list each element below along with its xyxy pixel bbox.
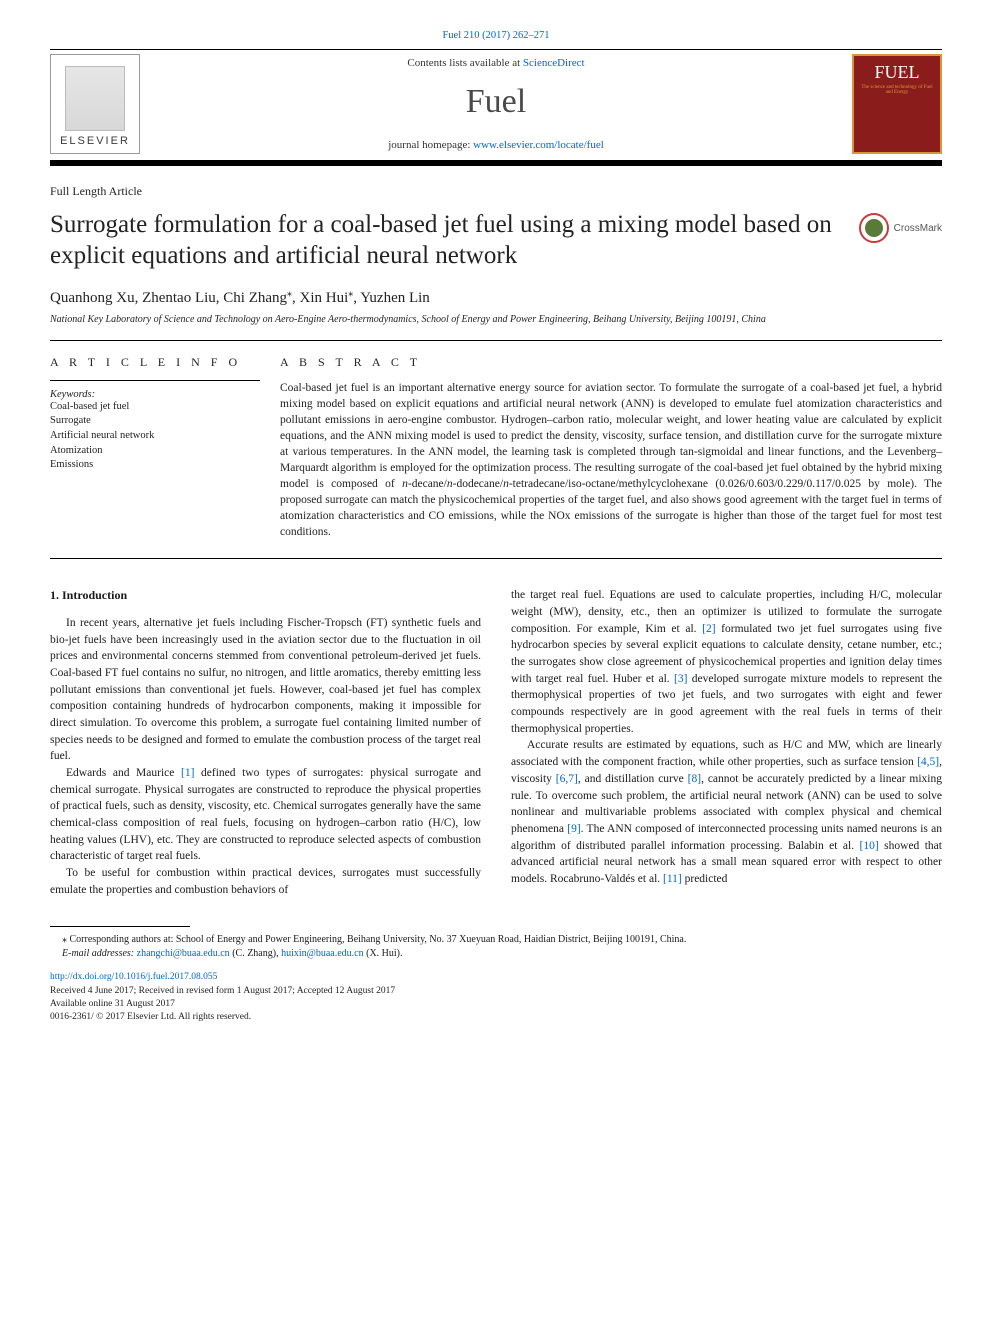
keyword: Atomization <box>50 444 260 459</box>
elsevier-label: ELSEVIER <box>60 135 130 147</box>
article-title: Surrogate formulation for a coal-based j… <box>50 209 841 272</box>
homepage-line: journal homepage: www.elsevier.com/locat… <box>152 139 840 151</box>
copyright-line: 0016-2361/ © 2017 Elsevier Ltd. All righ… <box>50 1012 251 1022</box>
ref-link[interactable]: [8] <box>688 773 701 785</box>
masthead-center: Contents lists available at ScienceDirec… <box>152 57 840 151</box>
corresponding-footnote: ⁎ Corresponding authors at: School of En… <box>50 933 942 947</box>
ref-link[interactable]: [3] <box>674 673 687 685</box>
journal-name: Fuel <box>152 83 840 121</box>
footnote-divider <box>50 926 190 927</box>
email-link[interactable]: zhangchi@buaa.edu.cn <box>137 948 230 959</box>
keyword: Artificial neural network <box>50 429 260 444</box>
available-line: Available online 31 August 2017 <box>50 999 175 1009</box>
paragraph: the target real fuel. Equations are used… <box>511 587 942 737</box>
body-columns: 1. Introduction In recent years, alterna… <box>50 587 942 898</box>
ref-link[interactable]: [9] <box>567 823 580 835</box>
elsevier-tree-icon <box>65 66 125 131</box>
fuel-logo-subtitle: The science and technology of Fuel and E… <box>860 85 934 95</box>
crossmark-icon <box>859 213 889 243</box>
email-link[interactable]: huixin@buaa.edu.cn <box>281 948 364 959</box>
ref-link[interactable]: [2] <box>702 623 715 635</box>
crossmark-badge[interactable]: CrossMark <box>859 213 942 243</box>
ref-link[interactable]: [4,5] <box>917 756 939 768</box>
elsevier-logo[interactable]: ELSEVIER <box>50 54 140 154</box>
section-heading: 1. Introduction <box>50 587 481 604</box>
ref-link[interactable]: [1] <box>181 767 194 779</box>
crossmark-label: CrossMark <box>894 223 942 234</box>
abstract-column: A B S T R A C T Coal-based jet fuel is a… <box>280 355 942 541</box>
fuel-journal-logo[interactable]: FUEL The science and technology of Fuel … <box>852 54 942 154</box>
keyword: Coal-based jet fuel <box>50 400 260 415</box>
received-line: Received 4 June 2017; Received in revise… <box>50 986 395 996</box>
keyword: Surrogate <box>50 414 260 429</box>
email-label: E-mail addresses: <box>62 948 137 959</box>
paragraph: In recent years, alternative jet fuels i… <box>50 615 481 765</box>
doi-block: http://dx.doi.org/10.1016/j.fuel.2017.08… <box>50 971 942 1024</box>
ref-link[interactable]: [6,7] <box>556 773 578 785</box>
divider <box>50 380 260 381</box>
email-footnote: E-mail addresses: zhangchi@buaa.edu.cn (… <box>50 947 942 961</box>
authors: Quanhong Xu, Zhentao Liu, Chi Zhang⁎, Xi… <box>50 288 942 307</box>
abstract-heading: A B S T R A C T <box>280 355 942 370</box>
paragraph: To be useful for combustion within pract… <box>50 865 481 898</box>
affiliation: National Key Laboratory of Science and T… <box>50 313 942 326</box>
article-info-column: A R T I C L E I N F O Keywords: Coal-bas… <box>50 355 280 541</box>
doi-link[interactable]: http://dx.doi.org/10.1016/j.fuel.2017.08… <box>50 972 217 982</box>
keywords-label: Keywords: <box>50 389 260 400</box>
journal-citation[interactable]: Fuel 210 (2017) 262–271 <box>50 30 942 41</box>
abstract-text: Coal-based jet fuel is an important alte… <box>280 380 942 541</box>
author-list: Quanhong Xu, Zhentao Liu, Chi Zhang⁎, Xi… <box>50 290 430 306</box>
masthead: ELSEVIER Contents lists available at Sci… <box>50 49 942 166</box>
ref-link[interactable]: [11] <box>663 873 682 885</box>
homepage-link[interactable]: www.elsevier.com/locate/fuel <box>473 139 604 151</box>
homepage-prefix: journal homepage: <box>388 139 473 151</box>
divider <box>50 340 942 341</box>
left-column: 1. Introduction In recent years, alterna… <box>50 587 481 898</box>
paragraph: Edwards and Maurice [1] defined two type… <box>50 765 481 865</box>
sciencedirect-link[interactable]: ScienceDirect <box>523 57 585 69</box>
contents-prefix: Contents lists available at <box>407 57 522 69</box>
keyword: Emissions <box>50 458 260 473</box>
divider <box>50 558 942 559</box>
paragraph: Accurate results are estimated by equati… <box>511 737 942 887</box>
fuel-logo-text: FUEL <box>875 62 920 83</box>
article-info-heading: A R T I C L E I N F O <box>50 355 260 370</box>
contents-line: Contents lists available at ScienceDirec… <box>152 57 840 69</box>
article-type: Full Length Article <box>50 184 942 199</box>
right-column: the target real fuel. Equations are used… <box>511 587 942 898</box>
ref-link[interactable]: [10] <box>860 840 879 852</box>
